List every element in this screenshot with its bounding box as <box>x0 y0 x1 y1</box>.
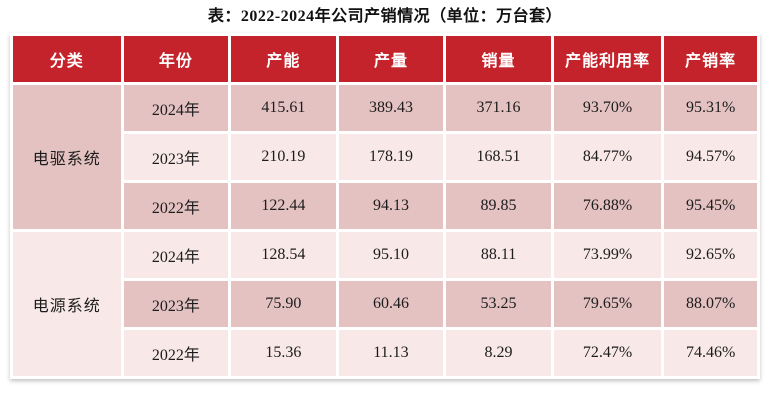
table-row: 2022年 15.36 11.13 8.29 72.47% 74.46% <box>12 327 760 379</box>
utilization-cell: 73.99% <box>550 229 665 281</box>
output-cell: 60.46 <box>335 278 447 330</box>
utilization-cell: 79.65% <box>550 278 665 330</box>
year-cell: 2022年 <box>120 327 232 379</box>
header-row: 分类 年份 产能 产量 销量 产能利用率 产销率 <box>10 33 760 85</box>
table-row: 2022年 122.44 94.13 89.85 76.88% 95.45% <box>12 180 760 232</box>
year-cell: 2023年 <box>120 131 232 183</box>
year-cell: 2024年 <box>120 229 232 281</box>
header-sales: 销量 <box>443 33 554 85</box>
output-cell: 94.13 <box>335 180 447 232</box>
table-row: 2023年 75.90 60.46 53.25 79.65% 88.07% <box>12 278 760 330</box>
header-capacity: 产能 <box>228 33 339 85</box>
output-cell: 95.10 <box>335 229 447 281</box>
header-category: 分类 <box>10 33 124 85</box>
header-sales-ratio: 产销率 <box>661 33 760 85</box>
utilization-cell: 72.47% <box>550 327 665 379</box>
sales-ratio-cell: 92.65% <box>661 229 760 281</box>
capacity-cell: 75.90 <box>228 278 339 330</box>
capacity-cell: 15.36 <box>228 327 339 379</box>
sales-cell: 53.25 <box>443 278 554 330</box>
table-body: 电驱系统 2024年 415.61 389.43 371.16 93.70% 9… <box>10 82 760 379</box>
output-cell: 389.43 <box>335 82 447 134</box>
table-row: 2023年 210.19 178.19 168.51 84.77% 94.57% <box>12 131 760 183</box>
year-cell: 2022年 <box>120 180 232 232</box>
sales-ratio-cell: 95.31% <box>661 82 760 134</box>
year-cell: 2024年 <box>120 82 232 134</box>
output-cell: 178.19 <box>335 131 447 183</box>
header-output: 产量 <box>335 33 447 85</box>
capacity-cell: 415.61 <box>228 82 339 134</box>
header-year: 年份 <box>120 33 232 85</box>
table-title: 表：2022-2024年公司产销情况（单位：万台套） <box>207 8 563 25</box>
header-utilization: 产能利用率 <box>550 33 665 85</box>
sales-cell: 89.85 <box>443 180 554 232</box>
sales-cell: 88.11 <box>443 229 554 281</box>
utilization-cell: 93.70% <box>550 82 665 134</box>
capacity-cell: 210.19 <box>228 131 339 183</box>
sales-ratio-cell: 94.57% <box>661 131 760 183</box>
production-sales-table: 分类 年份 产能 产量 销量 产能利用率 产销率 电驱系统 2024年 415.… <box>10 33 760 379</box>
category-cell-power: 电源系统 <box>10 229 124 379</box>
sales-cell: 371.16 <box>443 82 554 134</box>
sales-ratio-cell: 88.07% <box>661 278 760 330</box>
category-cell-drive: 电驱系统 <box>10 82 124 232</box>
utilization-cell: 76.88% <box>550 180 665 232</box>
sales-cell: 8.29 <box>443 327 554 379</box>
table-header: 分类 年份 产能 产量 销量 产能利用率 产销率 <box>10 33 760 85</box>
sales-ratio-cell: 74.46% <box>661 327 760 379</box>
output-cell: 11.13 <box>335 327 447 379</box>
table-row: 电源系统 2024年 128.54 95.10 88.11 73.99% 92.… <box>10 229 760 379</box>
capacity-cell: 128.54 <box>228 229 339 281</box>
year-cell: 2023年 <box>120 278 232 330</box>
utilization-cell: 84.77% <box>550 131 665 183</box>
sales-cell: 168.51 <box>443 131 554 183</box>
capacity-cell: 122.44 <box>228 180 339 232</box>
sales-ratio-cell: 95.45% <box>661 180 760 232</box>
table-row: 电驱系统 2024年 415.61 389.43 371.16 93.70% 9… <box>10 82 760 232</box>
